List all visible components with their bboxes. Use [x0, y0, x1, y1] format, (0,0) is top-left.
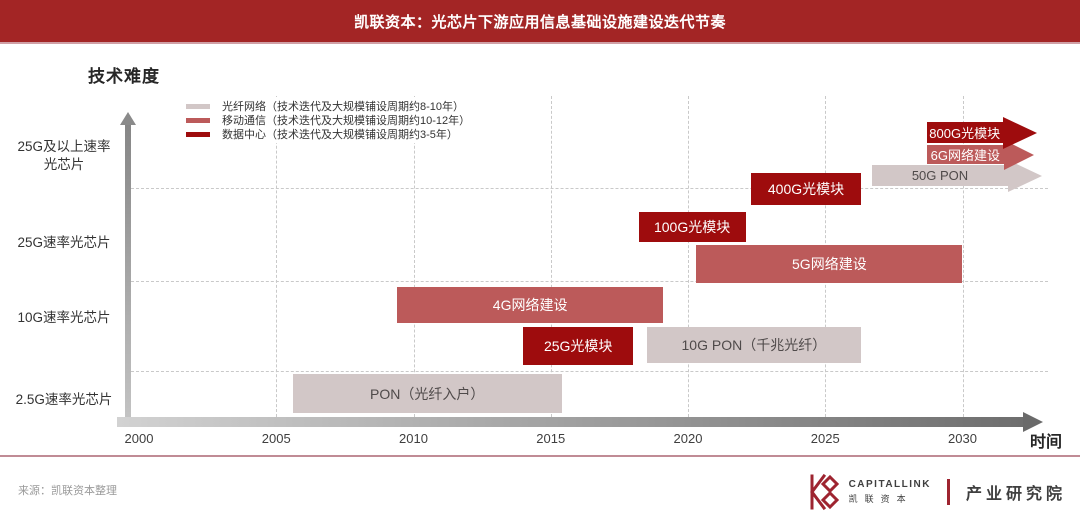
bar-datacenter: 400G光模块 — [751, 173, 861, 205]
gridline-vertical — [550, 96, 552, 417]
banner-underline — [0, 42, 1080, 44]
bar-mobile: 6G网络建设 — [926, 139, 1034, 170]
bar-label: 4G网络建设 — [492, 297, 568, 313]
gridline-vertical — [413, 96, 415, 417]
x-tick-label: 2015 — [536, 431, 566, 446]
brand-name-en: CAPITALLINK — [848, 479, 931, 490]
x-tick-label: 2030 — [948, 431, 977, 446]
y-category-label: 25G及以上速率 光芯片 — [17, 139, 111, 172]
legend-label: 数据中心（技术迭代及大规模铺设周期约3-5年） — [222, 129, 458, 141]
bar-datacenter: 100G光模块 — [638, 212, 746, 242]
bar-label: 25G光模块 — [543, 338, 613, 354]
x-axis-title: 时间 — [1030, 434, 1063, 451]
gridline-vertical — [688, 96, 689, 417]
legend: 光纤网络（技术迭代及大规模铺设周期约8-10年） 移动通信（技术迭代及大规模铺设周… — [184, 97, 477, 143]
brand-name-cn: 凯联资本 — [848, 494, 913, 504]
legend-label: 移动通信（技术迭代及大规模铺设周期约10-12年） — [222, 115, 471, 127]
bar-label: 5G网络建设 — [792, 256, 867, 272]
brand-block: CAPITALLINK 凯联资本 产业研究院 — [807, 468, 1066, 516]
y-category-label: 10G速率光芯片 — [17, 310, 111, 326]
bar-label: 10G PON（千兆光纤） — [681, 337, 827, 353]
banner: 凯联资本：光芯片下游应用信息基础设施建设迭代节奏 — [0, 0, 1080, 42]
bar-datacenter: 800G光模块 — [926, 116, 1037, 149]
gridline-vertical — [276, 96, 278, 417]
y-axis-arrow — [120, 112, 136, 425]
legend-item: 数据中心（技术迭代及大规模铺设周期约3-5年） — [186, 127, 470, 141]
bar-label: 50G PON — [911, 168, 969, 183]
x-axis-arrow — [117, 412, 1043, 432]
legend-item: 光纤网络（技术迭代及大规模铺设周期约8-10年） — [186, 99, 470, 113]
bar-label: 800G光模块 — [929, 126, 1001, 141]
legend-swatch-fiber — [186, 103, 210, 109]
x-tick-label: 2010 — [399, 431, 428, 446]
legend-label: 光纤网络（技术迭代及大规模铺设周期约8-10年） — [222, 101, 465, 113]
chart-area: 技术难度 2.5G速率光芯片 10G速率光芯片 25G速率光芯片 25G及以上速率 光… — [0, 44, 1080, 456]
bar-fiber: PON（光纤入户） — [292, 374, 562, 413]
gridline-horizontal — [131, 371, 1048, 372]
gridline-horizontal — [131, 188, 1048, 189]
brand-org: 产业研究院 — [965, 486, 1066, 503]
page-title: 凯联资本：光芯片下游应用信息基础设施建设迭代节奏 — [353, 13, 726, 31]
y-axis-arrowhead-icon — [120, 112, 136, 125]
x-tick-label: 2005 — [261, 431, 291, 446]
bar-fiber: 50G PON — [871, 159, 1043, 192]
legend-item: 移动通信（技术迭代及大规模铺设周期约10-12年） — [186, 113, 470, 127]
y-category-label: 2.5G速率光芯片 — [15, 392, 113, 408]
arrow-head-icon — [1002, 116, 1037, 149]
x-tick-label: 2000 — [124, 431, 154, 446]
bar-label: 100G光模块 — [653, 219, 731, 235]
legend-swatch-datacenter — [186, 131, 210, 137]
legend-swatch-mobile — [186, 117, 210, 123]
bar-fiber: 10G PON（千兆光纤） — [646, 327, 861, 363]
bar-label: 6G网络建设 — [930, 148, 1000, 163]
gridline-horizontal — [131, 281, 1048, 282]
bar-datacenter: 25G光模块 — [523, 327, 634, 365]
y-category-label: 25G速率光芯片 — [17, 235, 111, 251]
footer-divider — [0, 455, 1080, 457]
bar-mobile: 4G网络建设 — [397, 287, 664, 323]
x-tick-label: 2025 — [810, 431, 840, 446]
x-tick-label: 2020 — [673, 431, 703, 446]
capitallink-logo-icon — [809, 473, 839, 511]
brand-divider — [946, 479, 950, 505]
brand-text: CAPITALLINK 凯联资本 — [849, 479, 931, 505]
bar-mobile: 5G网络建设 — [696, 245, 963, 283]
x-axis-arrowhead-icon — [1023, 412, 1043, 432]
source-note: 来源：凯联资本整理 — [18, 485, 117, 497]
gridline-vertical — [962, 96, 964, 417]
bar-label: PON（光纤入户） — [370, 385, 485, 402]
bar-label: 400G光模块 — [767, 181, 845, 197]
y-axis-title: 技术难度 — [88, 67, 160, 86]
